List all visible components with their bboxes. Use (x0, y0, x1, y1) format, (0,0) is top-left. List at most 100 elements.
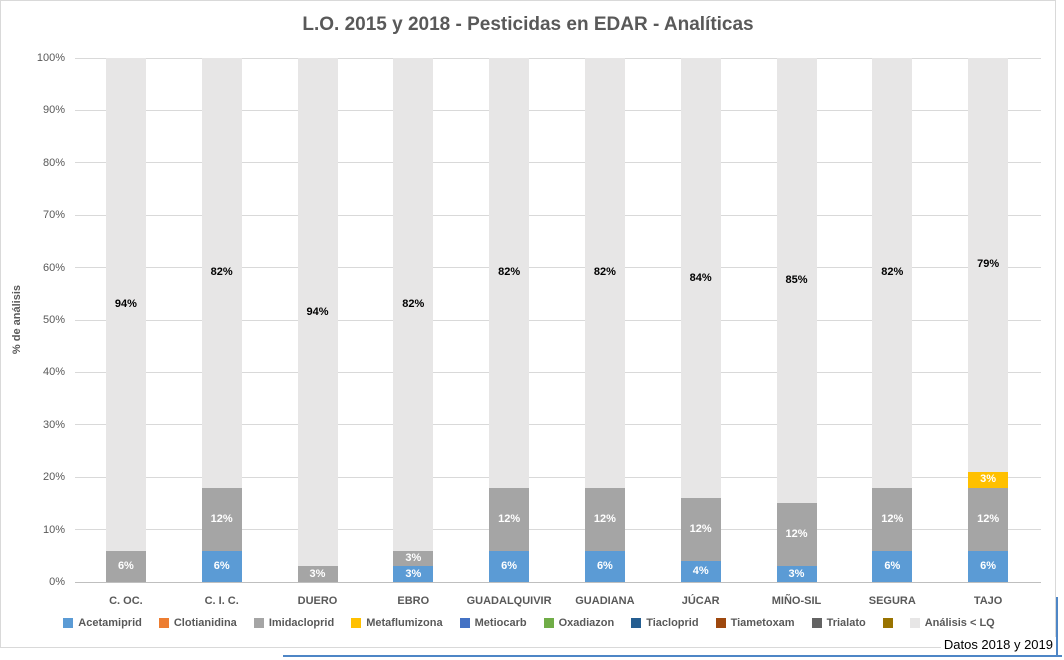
legend-swatch (882, 618, 893, 628)
bar-segment: 82% (584, 58, 625, 488)
bar-segment: 82% (201, 58, 242, 488)
gridline (75, 267, 1041, 269)
bar: 3% 12% 85% (776, 58, 817, 582)
bar-segment-label: 3% (980, 473, 997, 486)
x-axis-label: JÚCAR (681, 595, 720, 607)
y-tick-label: 0% (49, 576, 65, 588)
legend-item: Imidacloprid (253, 617, 334, 629)
y-tick-label: 50% (42, 314, 65, 326)
bar-segment-label: 82% (881, 266, 904, 279)
bar-segment-label: 85% (785, 274, 808, 287)
legend-item: Metiocarb (459, 617, 527, 629)
x-axis-label: SEGURA (868, 595, 916, 607)
legend-item (882, 618, 893, 628)
y-tick-label: 80% (42, 156, 65, 169)
bar-segment-label: 82% (210, 266, 233, 279)
bar-segment: 12% (201, 487, 242, 551)
bar-segment: 94% (105, 58, 146, 551)
gridline (75, 57, 1041, 59)
chart-area: L.O. 2015 y 2018 - Pesticidas en EDAR - … (0, 0, 1056, 648)
bar-segment: 94% (297, 58, 338, 567)
x-axis-label: GUADIANA (575, 595, 635, 607)
legend-item: Tiametoxam (715, 617, 795, 629)
bar: 6% 94% (105, 58, 146, 582)
bar-segment: 82% (393, 58, 434, 551)
legend-label: Oxadiazon (558, 617, 615, 629)
bar-segment-label: 82% (498, 266, 521, 279)
bar-segment: 12% (489, 487, 530, 551)
legend-swatch (811, 618, 822, 628)
bar-segment-label: 12% (498, 512, 521, 525)
gridline (75, 476, 1041, 478)
legend: Acetamiprid Clotianidina Imidacloprid Metaf… (1, 617, 1057, 629)
frame-border-right (1056, 597, 1058, 657)
bar-segment-label: 3% (309, 567, 326, 580)
bar: 3% 94% (297, 58, 338, 582)
bar-segment: 6% (201, 550, 242, 582)
bar-segment-label: 94% (114, 297, 137, 310)
gridline (75, 162, 1041, 164)
bar-segment: 4% (680, 561, 721, 582)
legend-item: Análisis < LQ (909, 617, 995, 629)
bar-segment-label: 79% (977, 258, 1000, 271)
bar-segment: 6% (872, 550, 913, 582)
legend-swatch (253, 618, 264, 628)
legend-swatch (631, 618, 642, 628)
x-axis-label: MIÑO-SIL (771, 595, 822, 607)
bar-segment-label: 12% (785, 528, 808, 541)
bar-segment-label: 82% (402, 297, 425, 310)
legend-swatch (715, 618, 726, 628)
bar-segment-label: 3% (405, 567, 422, 580)
legend-label: Trialato (826, 617, 866, 629)
bar: 4% 12% 84% (680, 58, 721, 582)
bar-segment: 6% (105, 550, 146, 582)
legend-item: Acetamiprid (63, 617, 142, 629)
bar-segment: 6% (584, 550, 625, 582)
bar-segment: 3% (297, 566, 338, 582)
legend-swatch (909, 618, 920, 628)
bar-segment-label: 12% (593, 512, 616, 525)
legend-item: Oxadiazon (543, 617, 615, 629)
legend-label: Tiametoxam (730, 617, 795, 629)
gridline (75, 109, 1041, 111)
y-tick-label: 90% (42, 104, 65, 117)
x-axis-label: EBRO (397, 595, 430, 607)
bar-segment-label: 4% (692, 565, 709, 578)
legend-swatch (158, 618, 169, 628)
bar: 6% 12% 82% (872, 58, 913, 582)
legend-swatch (543, 618, 554, 628)
bar-segment-label: 12% (977, 512, 1000, 525)
legend-swatch (459, 618, 470, 628)
bar-segment-label: 84% (689, 271, 712, 284)
bar-segment: 82% (872, 58, 913, 488)
x-axis-label: C. I. C. (204, 595, 239, 607)
bar-segment-label: 3% (788, 567, 805, 580)
bar-segment: 12% (968, 487, 1009, 551)
legend-item: Metaflumizona (351, 617, 443, 629)
legend-label: Análisis < LQ (924, 617, 995, 629)
bar-segment-label: 6% (213, 559, 230, 572)
y-tick-label: 10% (42, 523, 65, 536)
bar-segment: 84% (680, 58, 721, 499)
bar-segment-label: 12% (881, 512, 904, 525)
legend-label: Tiacloprid (646, 617, 699, 629)
legend-label: Acetamiprid (78, 617, 142, 629)
bar-segment: 3% (393, 550, 434, 567)
x-axis-label: TAJO (973, 595, 1003, 607)
y-tick-label: 60% (42, 261, 65, 274)
bar-segment-label: 6% (884, 559, 901, 572)
bar: 6% 12% 82% (489, 58, 530, 582)
bar-segment-label: 12% (210, 512, 233, 525)
legend-label: Metaflumizona (366, 617, 443, 629)
bar-segment: 6% (968, 550, 1009, 582)
bar-segment: 82% (489, 58, 530, 488)
bar-segment-label: 6% (117, 559, 134, 572)
gridline (75, 214, 1041, 216)
y-tick-label: 70% (42, 209, 65, 222)
bar: 3% 3% 82% (393, 58, 434, 582)
bar-segment-label: 82% (593, 266, 616, 279)
bar: 6% 12% 3% 79% (968, 58, 1009, 582)
x-axis-label: C. OC. (109, 595, 143, 607)
legend-item: Tiacloprid (631, 617, 699, 629)
